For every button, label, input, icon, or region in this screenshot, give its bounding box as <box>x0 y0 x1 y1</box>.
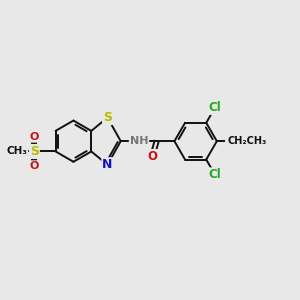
Text: O: O <box>226 135 236 148</box>
Text: O: O <box>30 132 39 142</box>
Text: CH₃: CH₃ <box>6 146 27 157</box>
Text: N: N <box>102 158 113 171</box>
Text: S: S <box>103 111 112 124</box>
Text: O: O <box>147 150 157 163</box>
Text: Cl: Cl <box>209 168 221 181</box>
Text: CH₂CH₃: CH₂CH₃ <box>227 136 267 146</box>
Text: S: S <box>30 145 39 158</box>
Text: NH: NH <box>130 136 148 146</box>
Text: Cl: Cl <box>209 101 221 114</box>
Text: O: O <box>30 161 39 171</box>
